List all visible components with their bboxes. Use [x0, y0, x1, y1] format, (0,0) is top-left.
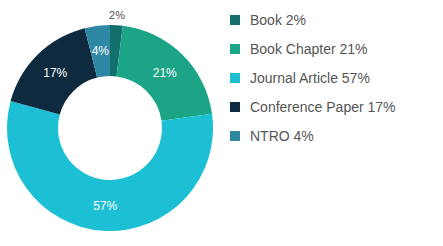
data-label: 21% — [153, 66, 177, 80]
donut: 2% 21% 57% 17% 4% — [7, 9, 213, 231]
chart: 2% 21% 57% 17% 4% Book 2% Book Chapter 21% Jour… — [0, 0, 443, 246]
legend-label: Journal Article 57% — [250, 70, 370, 86]
legend-label: Book 2% — [250, 12, 306, 28]
data-label: 57% — [93, 199, 117, 213]
legend-label: NTRO 4% — [250, 128, 314, 144]
legend-item: Journal Article 57% — [230, 70, 370, 86]
slice — [7, 101, 213, 231]
slice — [85, 25, 110, 78]
legend-item: Conference Paper 17% — [230, 99, 396, 115]
data-label: 17% — [43, 66, 67, 80]
data-label: 4% — [92, 44, 110, 58]
legend-item: Book Chapter 21% — [230, 41, 368, 57]
legend-item: NTRO 4% — [230, 128, 314, 144]
legend-label: Conference Paper 17% — [250, 99, 396, 115]
legend-label: Book Chapter 21% — [250, 41, 368, 57]
legend-item: Book 2% — [230, 12, 306, 28]
legend-swatch — [230, 131, 240, 141]
slice — [11, 28, 98, 114]
legend-swatch — [230, 102, 240, 112]
slice — [116, 26, 212, 121]
data-label: 2% — [109, 9, 125, 21]
legend-swatch — [230, 15, 240, 25]
legend-swatch — [230, 73, 240, 83]
legend-swatch — [230, 44, 240, 54]
legend: Book 2% Book Chapter 21% Journal Article 5… — [230, 12, 396, 144]
